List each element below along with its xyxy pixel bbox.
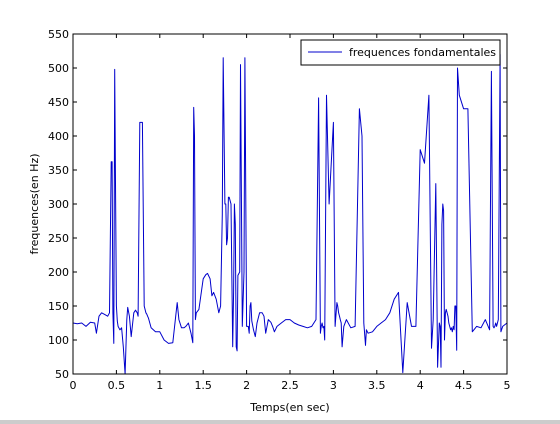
y-tick-labels: 50 100 150 200 250 300 350 400 450 500 550 xyxy=(48,28,69,381)
x-axis-label: Temps(en sec) xyxy=(249,401,329,414)
y-tick-label: 400 xyxy=(48,130,69,143)
x-tick-labels: 0 0.5 1 1.5 2 2.5 3 3.5 4 4.5 5 xyxy=(70,379,511,392)
x-tick-label: 4 xyxy=(417,379,424,392)
y-tick-label: 500 xyxy=(48,62,69,75)
x-tick-label: 5 xyxy=(504,379,511,392)
plot-area xyxy=(73,34,507,374)
y-tick-label: 50 xyxy=(55,368,69,381)
y-tick-label: 200 xyxy=(48,266,69,279)
x-tick-label: 1.5 xyxy=(194,379,212,392)
legend: frequences fondamentales xyxy=(301,40,500,65)
x-tick-label: 2 xyxy=(243,379,250,392)
y-tick-label: 100 xyxy=(48,334,69,347)
y-tick-label: 450 xyxy=(48,96,69,109)
y-tick-label: 550 xyxy=(48,28,69,41)
x-tick-label: 3 xyxy=(330,379,337,392)
y-tick-label: 250 xyxy=(48,232,69,245)
y-tick-label: 350 xyxy=(48,164,69,177)
y-axis-label: frequences(en Hz) xyxy=(28,153,41,254)
x-tick-label: 0 xyxy=(70,379,77,392)
y-tick-label: 150 xyxy=(48,300,69,313)
legend-label: frequences fondamentales xyxy=(349,46,496,59)
y-tick-label: 300 xyxy=(48,198,69,211)
x-tick-label: 1 xyxy=(156,379,163,392)
x-tick-label: 0.5 xyxy=(108,379,126,392)
x-tick-label: 3.5 xyxy=(368,379,386,392)
x-tick-label: 4.5 xyxy=(455,379,473,392)
x-tick-label: 2.5 xyxy=(281,379,299,392)
